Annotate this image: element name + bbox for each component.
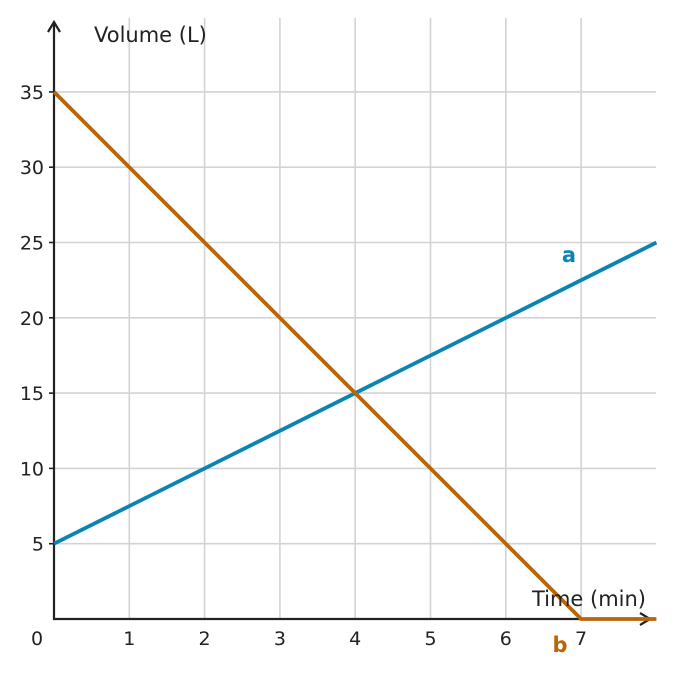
x-axis-title: Time (min) bbox=[531, 587, 646, 611]
y-tick-label-30: 30 bbox=[20, 157, 44, 179]
y-tick-label-35: 35 bbox=[20, 82, 44, 104]
x-tick-label-3: 3 bbox=[274, 628, 286, 650]
series-label-b: b bbox=[552, 633, 567, 657]
x-tick-label-5: 5 bbox=[424, 628, 436, 650]
y-axis-title: Volume (L) bbox=[94, 23, 207, 47]
x-tick-label-6: 6 bbox=[500, 628, 512, 650]
y-tick-label-15: 15 bbox=[20, 383, 44, 405]
origin-label: 0 bbox=[31, 628, 43, 650]
x-tick-label-4: 4 bbox=[349, 628, 361, 650]
y-tick-label-25: 25 bbox=[20, 233, 44, 255]
x-tick-label-1: 1 bbox=[123, 628, 135, 650]
tick-labels: 1 2 3 4 5 6 7 5 10 15 20 25 30 35 bbox=[20, 82, 587, 650]
x-tick-label-2: 2 bbox=[199, 628, 211, 650]
series-label-a: a bbox=[562, 243, 576, 267]
series-lines: ab bbox=[52, 90, 658, 657]
x-tick-label-7: 7 bbox=[575, 628, 587, 650]
y-tick-label-10: 10 bbox=[20, 458, 44, 480]
axes bbox=[47, 19, 653, 626]
grid bbox=[54, 18, 656, 619]
y-tick-label-5: 5 bbox=[32, 534, 44, 556]
series-line-b bbox=[52, 90, 657, 621]
y-tick-label-20: 20 bbox=[20, 308, 44, 330]
